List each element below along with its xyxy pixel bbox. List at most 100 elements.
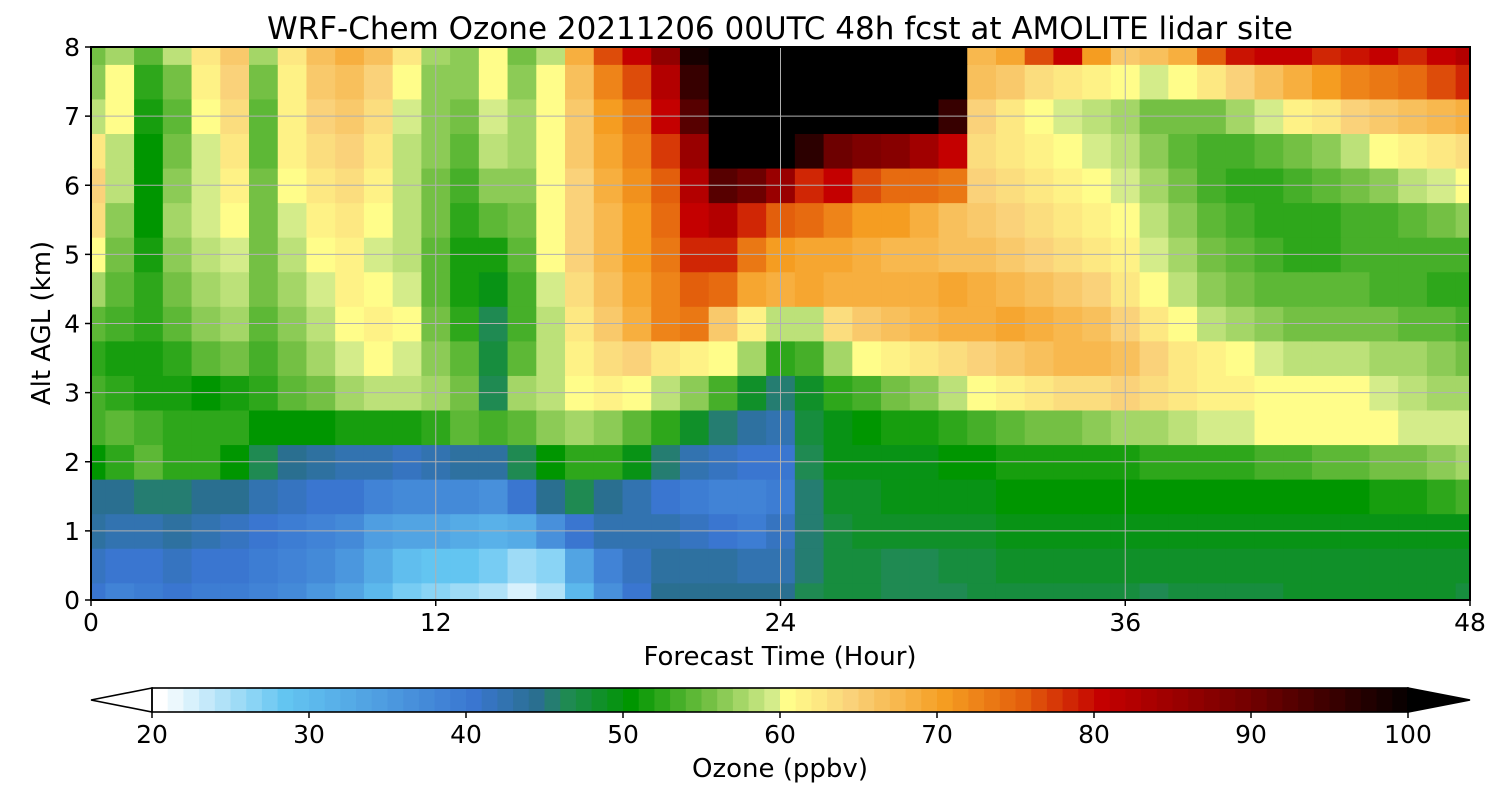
heatmap-cell: [1426, 582, 1457, 601]
heatmap-cell: [622, 47, 652, 65]
heatmap-cell: [794, 64, 825, 100]
heatmap-cell: [622, 548, 652, 584]
colorbar-high-extension: [1407, 687, 1471, 713]
heatmap-cell: [162, 47, 193, 65]
heatmap-cell: [708, 202, 739, 238]
y-tick-label: 5: [64, 240, 80, 269]
colorbar-label: Ozone (ppbv): [692, 754, 868, 784]
colorbar-swatch: [513, 688, 530, 712]
heatmap-cell: [1426, 548, 1457, 584]
colorbar-swatch: [497, 688, 514, 712]
heatmap-cell: [1369, 340, 1399, 376]
heatmap-cell: [277, 409, 308, 446]
heatmap-cell: [1398, 47, 1428, 65]
heatmap-cell: [507, 409, 537, 446]
colorbar-swatch: [1172, 688, 1189, 712]
heatmap-cell: [708, 133, 739, 169]
heatmap-cell: [220, 479, 250, 515]
colorbar-swatch: [277, 688, 294, 712]
colorbar-tick-label: 100: [1384, 720, 1432, 749]
heatmap-cell: [737, 582, 767, 601]
heatmap-cell: [478, 271, 509, 307]
colorbar-swatch: [1125, 688, 1142, 712]
heatmap-cell: [881, 582, 911, 601]
heatmap-cell: [507, 582, 537, 601]
colorbar-swatch: [1141, 688, 1158, 712]
heatmap-cell: [91, 47, 106, 65]
colorbar-swatch: [309, 688, 326, 712]
colorbar-swatch: [905, 688, 922, 712]
heatmap-cell: [162, 548, 193, 584]
heatmap-cell: [708, 271, 739, 307]
heatmap-cell: [995, 479, 1026, 515]
heatmap-cell: [363, 202, 394, 238]
heatmap-cell: [392, 271, 422, 307]
colorbar-swatch: [1392, 688, 1409, 712]
heatmap-cell: [1225, 271, 1256, 307]
heatmap-cell: [823, 340, 853, 376]
heatmap-cell: [1340, 548, 1371, 584]
heatmap-cell: [1168, 202, 1198, 238]
heatmap-cell: [392, 64, 422, 100]
heatmap-cell: [995, 47, 1026, 65]
heatmap-cell: [220, 47, 250, 65]
heatmap-cell: [1053, 64, 1083, 100]
heatmap-cell: [1024, 47, 1055, 65]
heatmap-cell: [909, 479, 940, 515]
heatmap-cell: [1311, 271, 1342, 307]
heatmap-cell: [335, 548, 365, 584]
heatmap-cell: [881, 271, 911, 307]
heatmap-cell: [967, 271, 997, 307]
heatmap-cell: [881, 479, 911, 515]
colorbar-swatch: [842, 688, 859, 712]
heatmap-cell: [565, 47, 595, 65]
heatmap-cell: [881, 202, 911, 238]
heatmap-cell: [823, 271, 853, 307]
heatmap-cell: [306, 409, 336, 446]
heatmap-cell: [622, 133, 652, 169]
heatmap-cell: [852, 409, 882, 446]
heatmap-cell: [1398, 582, 1428, 601]
heatmap-cell: [938, 340, 968, 376]
heatmap-cell: [737, 409, 767, 446]
heatmap-cell: [91, 271, 106, 307]
heatmap-cell: [823, 479, 853, 515]
heatmap-cell: [1139, 340, 1169, 376]
heatmap-cell: [651, 133, 681, 169]
heatmap-cell: [1197, 479, 1227, 515]
heatmap-cell: [1283, 409, 1313, 446]
heatmap-cell: [1139, 47, 1169, 65]
heatmap-cell: [794, 548, 825, 584]
heatmap-cell: [651, 271, 681, 307]
colorbar-swatch: [560, 688, 577, 712]
heatmap-cell: [1340, 133, 1371, 169]
colorbar-swatch: [1015, 688, 1032, 712]
heatmap-cell: [220, 271, 250, 307]
heatmap-cell: [306, 582, 336, 601]
colorbar-swatch: [1313, 688, 1330, 712]
heatmap-cell: [306, 479, 336, 515]
heatmap-cell: [1369, 133, 1399, 169]
heatmap-cell: [593, 133, 624, 169]
heatmap-cell: [1369, 47, 1399, 65]
heatmap-cell: [909, 133, 940, 169]
heatmap-cell: [938, 409, 968, 446]
heatmap-cell: [852, 202, 882, 238]
heatmap-cell: [679, 47, 710, 65]
heatmap-cell: [1455, 271, 1471, 307]
heatmap-cell: [1197, 64, 1227, 100]
x-tick-label: 0: [83, 608, 99, 637]
heatmap-cell: [1340, 582, 1371, 601]
heatmap-cell: [622, 409, 652, 446]
heatmap-cell: [1426, 479, 1457, 515]
colorbar-swatch: [1078, 688, 1095, 712]
heatmap-cell: [852, 582, 882, 601]
colorbar-swatch: [607, 688, 624, 712]
heatmap-cell: [679, 340, 710, 376]
heatmap-cell: [478, 548, 509, 584]
heatmap-cell: [852, 340, 882, 376]
heatmap-cell: [1254, 271, 1284, 307]
heatmap-cell: [737, 479, 767, 515]
heatmap-cell: [91, 548, 106, 584]
